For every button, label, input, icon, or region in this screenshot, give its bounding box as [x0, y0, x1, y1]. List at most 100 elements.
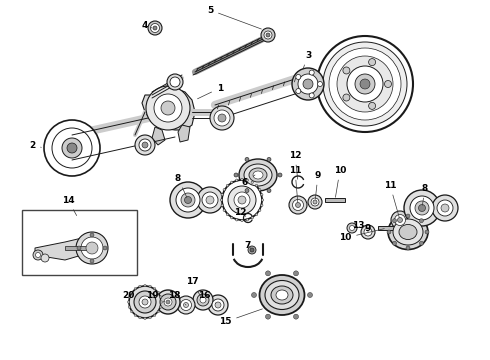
Text: 8: 8 [175, 174, 187, 198]
Text: 6: 6 [242, 175, 255, 186]
Circle shape [161, 101, 175, 115]
Circle shape [419, 241, 423, 245]
Ellipse shape [265, 280, 299, 310]
Circle shape [144, 284, 146, 287]
Circle shape [296, 75, 301, 80]
Polygon shape [142, 88, 195, 130]
Circle shape [159, 296, 162, 298]
Polygon shape [65, 246, 90, 250]
Circle shape [255, 184, 258, 187]
Circle shape [181, 193, 195, 207]
Text: 9: 9 [315, 171, 321, 199]
Circle shape [81, 237, 103, 259]
Bar [22, 210, 137, 275]
Circle shape [160, 301, 163, 303]
Polygon shape [178, 125, 190, 142]
Circle shape [397, 217, 402, 222]
Circle shape [166, 300, 170, 304]
Ellipse shape [239, 159, 277, 191]
Circle shape [267, 189, 271, 193]
Text: 8: 8 [422, 184, 428, 205]
Text: 12: 12 [289, 150, 301, 179]
Circle shape [128, 306, 130, 308]
Circle shape [406, 246, 410, 250]
Text: 16: 16 [198, 291, 216, 303]
Circle shape [236, 179, 238, 181]
Circle shape [313, 200, 317, 204]
Circle shape [406, 214, 410, 218]
Text: 14: 14 [62, 195, 76, 216]
Circle shape [231, 181, 233, 184]
Text: 17: 17 [186, 278, 201, 298]
Circle shape [266, 33, 270, 37]
Circle shape [226, 213, 229, 216]
Circle shape [349, 225, 354, 230]
Circle shape [76, 232, 108, 264]
Circle shape [130, 291, 133, 293]
Circle shape [245, 157, 249, 161]
Circle shape [206, 196, 214, 204]
Circle shape [183, 302, 189, 307]
Circle shape [368, 102, 376, 109]
Text: 4: 4 [142, 21, 152, 30]
Circle shape [251, 181, 253, 184]
Circle shape [180, 300, 192, 310]
Circle shape [41, 254, 49, 262]
Circle shape [294, 271, 298, 276]
Circle shape [128, 296, 130, 298]
Ellipse shape [271, 286, 293, 304]
Circle shape [293, 199, 303, 211]
Circle shape [167, 74, 183, 90]
Circle shape [218, 114, 226, 122]
Text: 19: 19 [146, 291, 165, 302]
Circle shape [296, 89, 301, 94]
Polygon shape [152, 127, 165, 145]
Circle shape [261, 28, 275, 42]
Text: 15: 15 [219, 309, 262, 327]
Circle shape [150, 23, 160, 32]
Circle shape [387, 230, 391, 234]
Circle shape [185, 197, 192, 203]
Circle shape [392, 241, 396, 245]
Circle shape [236, 219, 238, 221]
Text: 5: 5 [207, 5, 261, 29]
Circle shape [250, 248, 254, 252]
Circle shape [437, 200, 453, 216]
Text: 9: 9 [365, 224, 371, 233]
Circle shape [160, 294, 176, 310]
Circle shape [419, 219, 423, 223]
Circle shape [210, 106, 234, 130]
Circle shape [148, 21, 162, 35]
Circle shape [246, 219, 248, 221]
Circle shape [259, 189, 261, 191]
Circle shape [176, 188, 200, 212]
Circle shape [135, 135, 155, 155]
Circle shape [267, 157, 271, 161]
Circle shape [44, 120, 100, 176]
Circle shape [159, 306, 162, 308]
Circle shape [248, 246, 256, 254]
Circle shape [139, 316, 141, 319]
Circle shape [241, 219, 243, 222]
Circle shape [266, 314, 270, 319]
Circle shape [261, 193, 263, 196]
Circle shape [294, 314, 298, 319]
Circle shape [347, 66, 383, 102]
Circle shape [220, 199, 222, 201]
Circle shape [323, 42, 407, 126]
Text: 1: 1 [197, 84, 223, 99]
Circle shape [289, 196, 307, 214]
Circle shape [193, 290, 213, 310]
Circle shape [208, 295, 228, 315]
Circle shape [134, 291, 156, 313]
Circle shape [86, 242, 98, 254]
Ellipse shape [276, 290, 288, 300]
Circle shape [52, 128, 92, 168]
Circle shape [222, 180, 262, 220]
Circle shape [197, 187, 223, 213]
Polygon shape [325, 198, 345, 202]
Circle shape [343, 67, 350, 74]
Text: 11: 11 [384, 180, 399, 217]
Circle shape [404, 190, 440, 226]
Circle shape [394, 215, 406, 225]
